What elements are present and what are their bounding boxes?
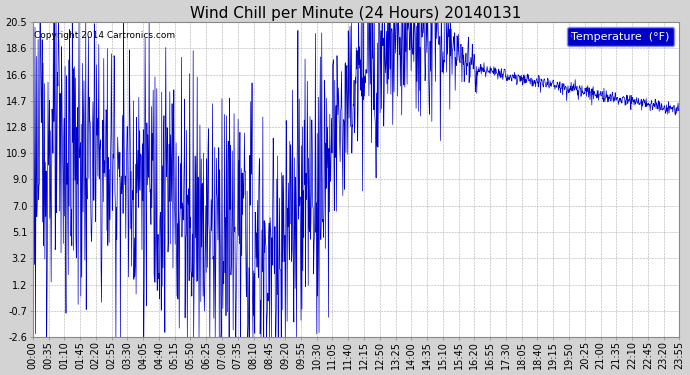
Legend: Temperature  (°F): Temperature (°F) <box>566 27 674 46</box>
Text: Copyright 2014 Cartronics.com: Copyright 2014 Cartronics.com <box>34 31 175 40</box>
Title: Wind Chill per Minute (24 Hours) 20140131: Wind Chill per Minute (24 Hours) 2014013… <box>190 6 522 21</box>
